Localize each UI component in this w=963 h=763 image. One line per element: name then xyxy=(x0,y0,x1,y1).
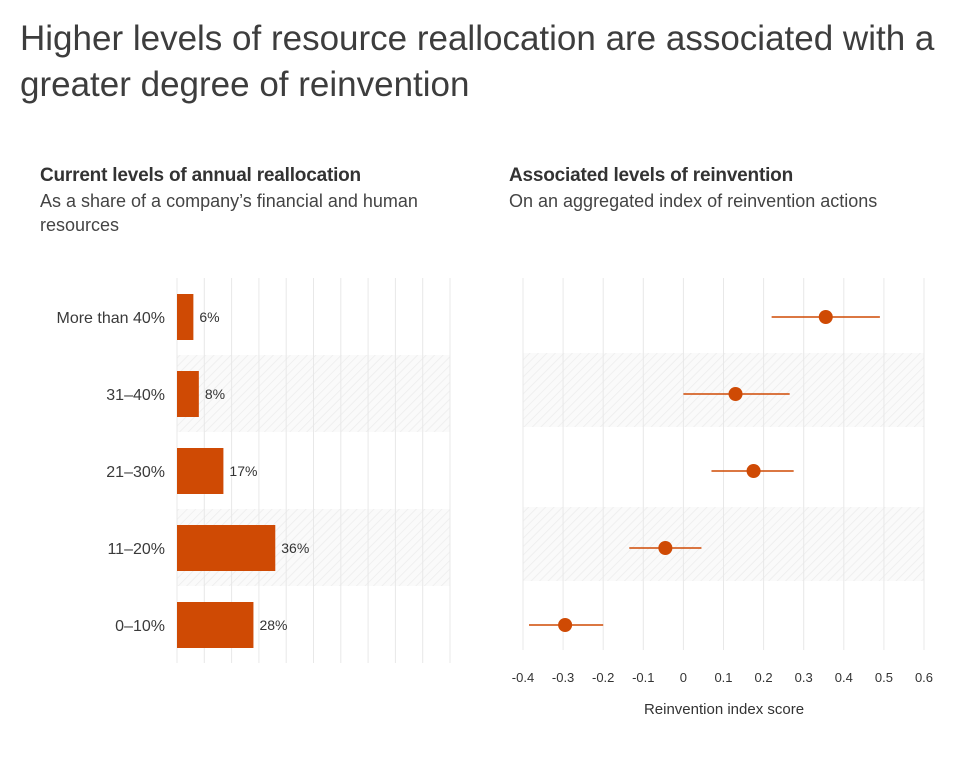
bar-value-label: 6% xyxy=(199,309,219,325)
x-tick-label: 0.1 xyxy=(714,670,732,685)
category-label: 0–10% xyxy=(115,618,165,635)
left-category-labels: More than 40% 31–40% 21–30% 11–20% 0–10% xyxy=(56,310,165,635)
category-label: 11–20% xyxy=(107,541,165,558)
bar xyxy=(177,371,199,417)
x-tick-label: -0.4 xyxy=(512,670,534,685)
category-label: More than 40% xyxy=(56,310,165,327)
x-axis-label: Reinvention index score xyxy=(644,701,804,718)
x-tick-label: -0.2 xyxy=(592,670,614,685)
right-gridlines xyxy=(522,278,925,650)
bar xyxy=(177,294,194,340)
bar-value-label: 8% xyxy=(205,386,225,402)
x-tick-label: -0.3 xyxy=(552,670,574,685)
x-tick-label: 0.3 xyxy=(795,670,813,685)
bar xyxy=(177,602,254,648)
right-panel-header: Associated levels of reinvention On an a… xyxy=(509,163,909,213)
right-panel-subtitle: On an aggregated index of reinvention ac… xyxy=(509,191,878,211)
bar xyxy=(177,448,224,494)
bar xyxy=(177,525,276,571)
chart-title: Higher levels of resource reallocation a… xyxy=(20,19,935,104)
category-label: 31–40% xyxy=(106,387,165,404)
data-point xyxy=(558,618,573,632)
right-panel-title: Associated levels of reinvention xyxy=(509,165,793,186)
data-point xyxy=(728,387,743,401)
x-tick-label: 0.2 xyxy=(755,670,773,685)
bar-value-label: 36% xyxy=(281,540,309,556)
bar-value-label: 28% xyxy=(259,617,287,633)
right-dots xyxy=(558,310,833,632)
left-panel-subtitle: As a share of a company’s financial and … xyxy=(40,191,418,235)
left-bars xyxy=(177,294,276,648)
data-point xyxy=(818,310,833,324)
data-point xyxy=(746,464,761,478)
left-value-labels: 6% 8% 17% 36% 28% xyxy=(199,309,309,633)
x-tick-label: 0.4 xyxy=(835,670,853,685)
x-tick-label: 0 xyxy=(680,670,687,685)
left-panel-title: Current levels of annual reallocation xyxy=(40,165,361,186)
left-panel-header: Current levels of annual reallocation As… xyxy=(40,163,440,237)
data-point xyxy=(658,541,673,555)
bar-value-label: 17% xyxy=(229,463,257,479)
right-tick-labels: -0.4 -0.3 -0.2 -0.1 0 0.1 0.2 0.3 0.4 0.5 0.6 xyxy=(512,670,933,685)
x-tick-label: 0.5 xyxy=(875,670,893,685)
x-tick-label: -0.1 xyxy=(632,670,654,685)
x-tick-label: 0.6 xyxy=(915,670,933,685)
category-label: 21–30% xyxy=(106,464,165,481)
